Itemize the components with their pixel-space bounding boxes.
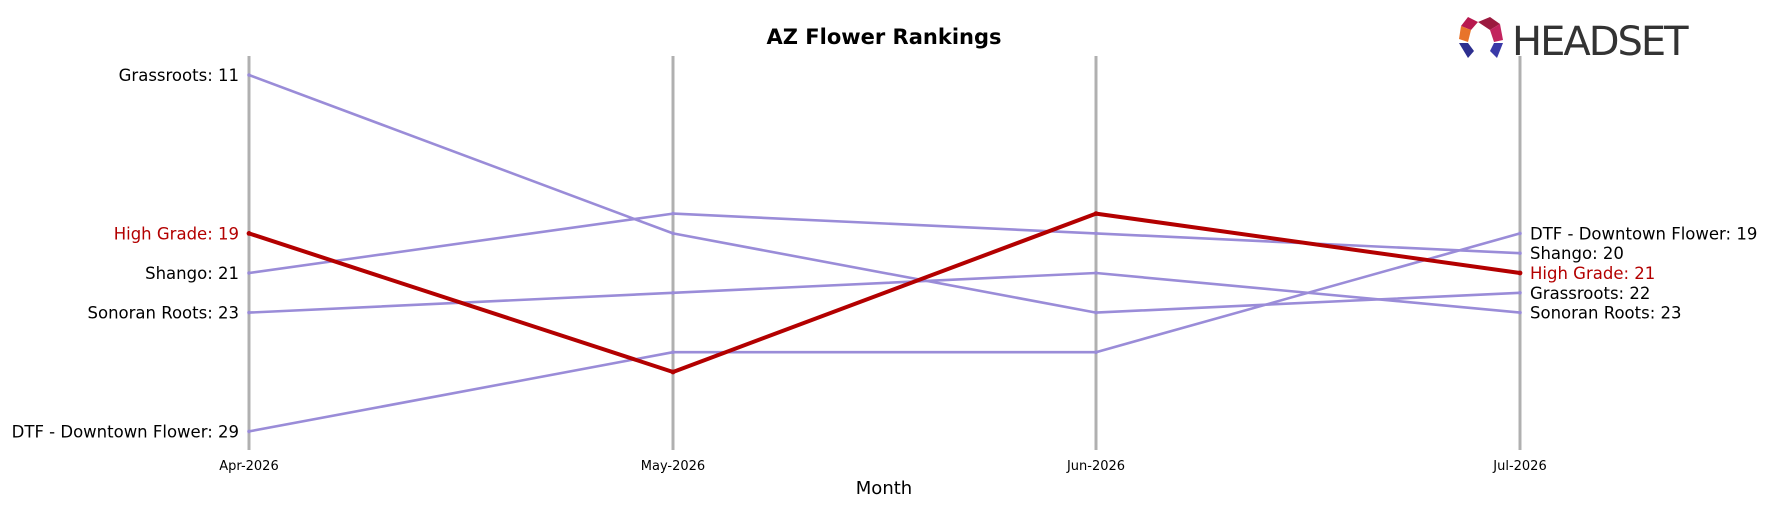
x-tick-label: Jun-2026	[1066, 459, 1125, 474]
data-point-sonoran-roots	[1094, 271, 1098, 275]
series-line-grassroots	[248, 73, 1521, 314]
data-point-dtf-downtown-flower	[247, 429, 251, 434]
x-tick-labels: Apr-2026 May-2026 Jun-2026 Jul-2026	[219, 459, 1546, 474]
end-label: Sonoran Roots: 23	[1530, 304, 1682, 323]
data-point-dtf-downtown-flower	[671, 350, 675, 355]
data-point-shango	[1518, 251, 1522, 255]
data-point-dtf-downtown-flower	[1518, 231, 1522, 236]
x-tick-label: Apr-2026	[219, 459, 278, 474]
x-axis-label: Month	[856, 478, 912, 499]
data-point-dtf-downtown-flower	[1094, 350, 1098, 355]
x-tick-label: Jul-2026	[1492, 459, 1546, 474]
end-label: DTF - Downtown Flower: 19	[1530, 224, 1757, 243]
start-label: High Grade: 19	[114, 224, 239, 243]
month-axis-lines	[247, 56, 1522, 450]
brand-name: HEADSET	[1512, 19, 1689, 65]
end-label: High Grade: 21	[1530, 264, 1655, 283]
data-point-grassroots	[247, 73, 251, 77]
start-label: Sonoran Roots: 23	[88, 304, 240, 323]
data-point-sonoran-roots	[671, 291, 675, 295]
series-lines	[246, 73, 1523, 434]
data-point-high-grade	[1517, 270, 1523, 276]
data-point-shango	[671, 211, 675, 216]
start-labels: Grassroots: 11 Shango: 21 Sonoran Roots: 2…	[12, 66, 239, 441]
start-label: Grassroots: 11	[119, 66, 239, 85]
headset-logo-icon	[1459, 17, 1503, 58]
data-point-sonoran-roots	[247, 310, 251, 315]
data-point-grassroots	[1518, 291, 1522, 295]
start-label: DTF - Downtown Flower: 29	[12, 422, 239, 441]
x-tick-label: May-2026	[641, 459, 705, 474]
end-label: Shango: 20	[1530, 244, 1624, 263]
data-point-high-grade	[246, 231, 252, 236]
start-label: Shango: 21	[145, 264, 239, 283]
chart-title: AZ Flower Rankings	[766, 25, 1001, 49]
series-line-shango	[248, 212, 1521, 275]
data-point-grassroots	[671, 231, 675, 236]
data-point-sonoran-roots	[1518, 310, 1522, 315]
end-label: Grassroots: 22	[1530, 284, 1650, 303]
end-labels: Grassroots: 22 Shango: 20 Sonoran Roots: 2…	[1530, 224, 1757, 322]
data-point-grassroots	[1094, 310, 1098, 315]
data-point-shango	[247, 271, 251, 275]
data-point-shango	[1094, 231, 1098, 236]
data-point-high-grade	[1093, 211, 1099, 217]
headset-logo: HEADSET	[1459, 17, 1691, 65]
data-point-high-grade	[670, 369, 676, 375]
series-line-dtf-downtown-flower	[248, 232, 1521, 433]
series-line-high-grade	[248, 211, 1521, 374]
